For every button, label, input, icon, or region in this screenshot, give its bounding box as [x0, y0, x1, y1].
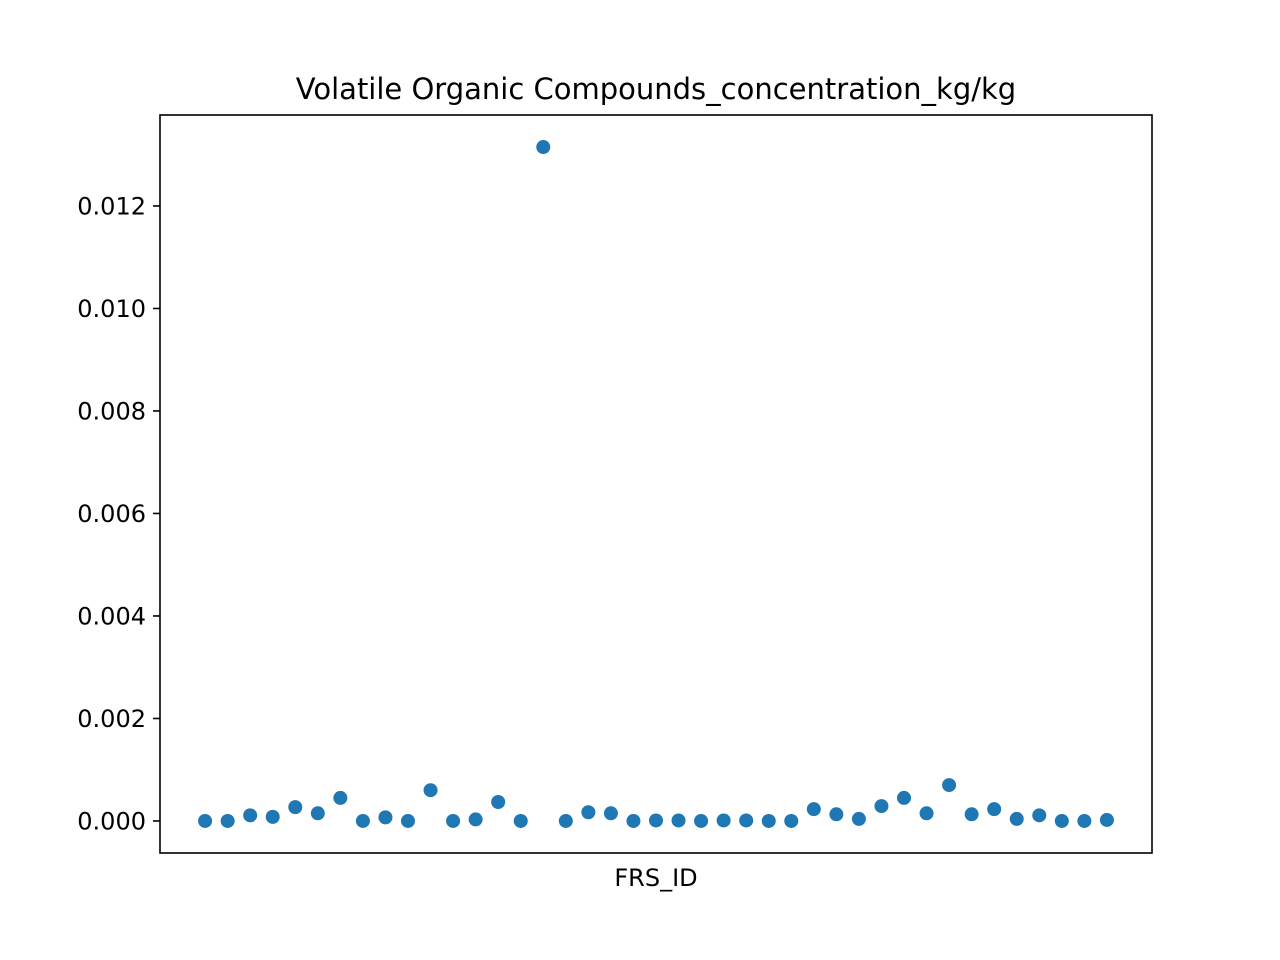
data-point [671, 813, 686, 828]
data-point [423, 783, 438, 798]
data-point [288, 800, 303, 815]
y-tick-label: 0.004 [77, 602, 146, 630]
chart-title: Volatile Organic Compounds_concentration… [296, 72, 1016, 106]
data-point [942, 778, 957, 793]
data-point [919, 806, 934, 821]
data-point [355, 813, 370, 828]
points-layer [198, 140, 1114, 828]
data-point [897, 790, 911, 805]
data-point [874, 799, 889, 814]
plot-frame [159, 114, 1153, 854]
data-point [851, 811, 866, 826]
data-point [829, 807, 844, 822]
data-point [649, 813, 663, 828]
data-point [581, 805, 596, 820]
y-tick-label: 0.002 [77, 705, 146, 733]
y-tick-label: 0.000 [77, 807, 146, 835]
data-point [198, 813, 213, 828]
data-point [468, 812, 483, 827]
data-point [401, 813, 415, 828]
data-point [1009, 811, 1024, 826]
x-axis-label: FRS_ID [614, 864, 697, 892]
data-point [1054, 813, 1069, 828]
data-point [1032, 808, 1047, 823]
data-point [987, 802, 1002, 817]
data-point [806, 802, 821, 817]
y-tick-label: 0.006 [77, 500, 146, 528]
data-point [1077, 813, 1092, 828]
data-point [378, 810, 393, 825]
data-point [243, 808, 258, 823]
data-point [784, 813, 799, 828]
data-point [603, 806, 618, 821]
data-point [739, 813, 754, 828]
data-point [220, 813, 235, 828]
data-point [716, 813, 731, 828]
data-point [265, 809, 280, 824]
data-point [446, 813, 461, 828]
data-point [964, 807, 979, 822]
data-point [761, 813, 776, 828]
data-point [558, 813, 573, 828]
y-tick-label: 0.012 [77, 192, 146, 220]
data-point [1099, 812, 1114, 827]
data-point [694, 813, 709, 828]
data-point [513, 813, 528, 828]
y-axis: 0.000 0.002 0.004 0.006 0.008 0.010 0.012 [77, 192, 160, 835]
data-point [491, 795, 506, 810]
y-tick-label: 0.010 [77, 295, 146, 323]
y-tick-label: 0.008 [77, 397, 146, 425]
data-point [626, 813, 641, 828]
data-point [333, 790, 348, 805]
data-point [310, 806, 325, 821]
data-point [536, 140, 551, 155]
